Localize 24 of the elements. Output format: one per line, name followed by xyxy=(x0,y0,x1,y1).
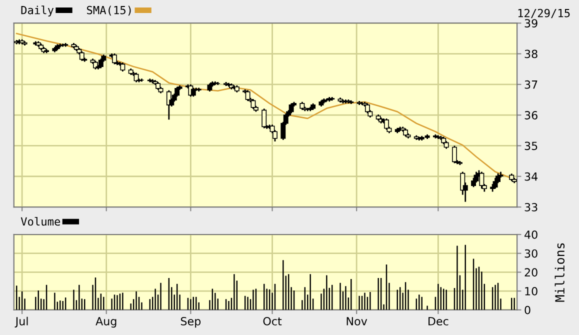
legend-label: Daily xyxy=(21,6,54,16)
x-tick-label: Jul xyxy=(14,316,28,328)
x-tick-label: Dec xyxy=(428,317,448,326)
y-tick-label: 40 xyxy=(524,230,538,239)
y-tick-label: 39 xyxy=(524,19,538,28)
y-tick-label: 34 xyxy=(524,172,538,181)
y-tick-label: 10 xyxy=(525,287,538,296)
y-tick-label: 35 xyxy=(524,142,538,150)
legend-label: Volume xyxy=(20,217,60,226)
x-tick-label: Aug xyxy=(96,317,116,328)
y-tick-label: 37 xyxy=(524,80,538,89)
text: 12/29/15 xyxy=(518,8,570,18)
y-tick-label: 33 xyxy=(524,203,538,212)
y-axis-title: Millions xyxy=(554,243,565,302)
y-tick-label: 38 xyxy=(524,50,538,58)
x-tick-label: Oct xyxy=(263,317,282,326)
y-tick-label: 36 xyxy=(524,111,538,120)
legend-label: SMA(15) xyxy=(86,6,131,16)
x-tick-label: Sep xyxy=(180,317,201,328)
y-tick-label: 0 xyxy=(524,306,530,314)
y-tick-label: 20 xyxy=(524,268,538,277)
x-tick-label: Nov xyxy=(346,317,368,326)
y-tick-label: 30 xyxy=(524,249,538,258)
candlestick xyxy=(492,177,498,190)
